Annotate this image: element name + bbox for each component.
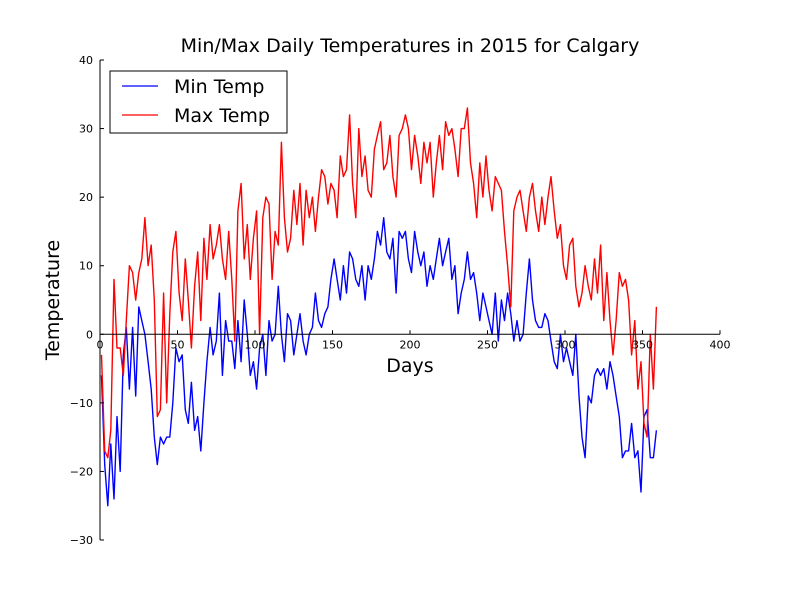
x-tick-label: 0 (97, 338, 104, 351)
x-tick-label: 200 (400, 338, 421, 351)
y-tick-label: −10 (70, 397, 93, 410)
y-tick-label: 30 (79, 123, 93, 136)
x-tick-label: 300 (555, 338, 576, 351)
y-tick-label: −30 (70, 534, 93, 547)
y-tick-label: −20 (70, 465, 93, 478)
x-tick-label: 400 (710, 338, 731, 351)
series-line-min-temp (100, 217, 658, 507)
series-line-max-temp (100, 107, 658, 459)
y-tick-label: 20 (79, 191, 93, 204)
legend-frame (109, 70, 288, 134)
x-tick-label: 350 (632, 338, 653, 351)
y-tick-label: 40 (79, 54, 93, 67)
y-ticks: 40 30 20 10 0 −10 −20 −30 (70, 54, 104, 547)
x-axis-label: Days (386, 355, 433, 377)
legend: Min Temp Max Temp (109, 70, 288, 134)
x-tick-label: 150 (322, 338, 343, 351)
legend-label-min: Min Temp (174, 76, 264, 98)
legend-label-max: Max Temp (174, 105, 270, 127)
x-tick-label: 50 (171, 338, 185, 351)
x-ticks: 0 50 100 150 200 250 300 350 400 (97, 330, 731, 351)
y-axis-label: Temperature (42, 240, 64, 361)
chart-title: Min/Max Daily Temperatures in 2015 for C… (181, 35, 640, 57)
series-layer (100, 107, 658, 507)
x-tick-label: 250 (477, 338, 498, 351)
x-tick-label: 100 (245, 338, 266, 351)
y-tick-label: 0 (86, 328, 93, 341)
y-tick-label: 10 (79, 260, 93, 273)
